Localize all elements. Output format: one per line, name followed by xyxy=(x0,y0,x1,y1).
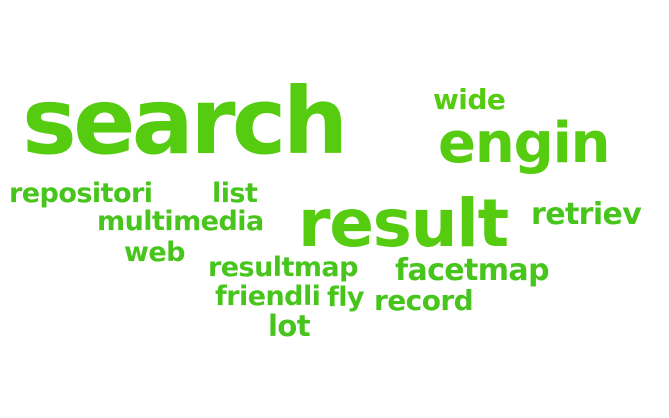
word-lot: lot xyxy=(268,309,311,343)
word-record: record xyxy=(374,284,474,317)
word-facetmap: facetmap xyxy=(395,253,550,288)
word-repositori: repositori xyxy=(9,178,153,209)
word-retriev: retriev xyxy=(531,197,642,232)
word-list: list xyxy=(212,178,258,209)
word-multimedia: multimedia xyxy=(97,206,264,237)
word-resultmap: resultmap xyxy=(208,252,358,283)
word-friendli: friendli xyxy=(215,281,321,312)
word-web: web xyxy=(124,237,186,268)
word-wide: wide xyxy=(433,83,506,116)
word-search: search xyxy=(22,68,348,175)
word-result: result xyxy=(298,185,509,262)
word-engin: engin xyxy=(438,111,611,176)
word-fly: fly xyxy=(327,282,365,313)
